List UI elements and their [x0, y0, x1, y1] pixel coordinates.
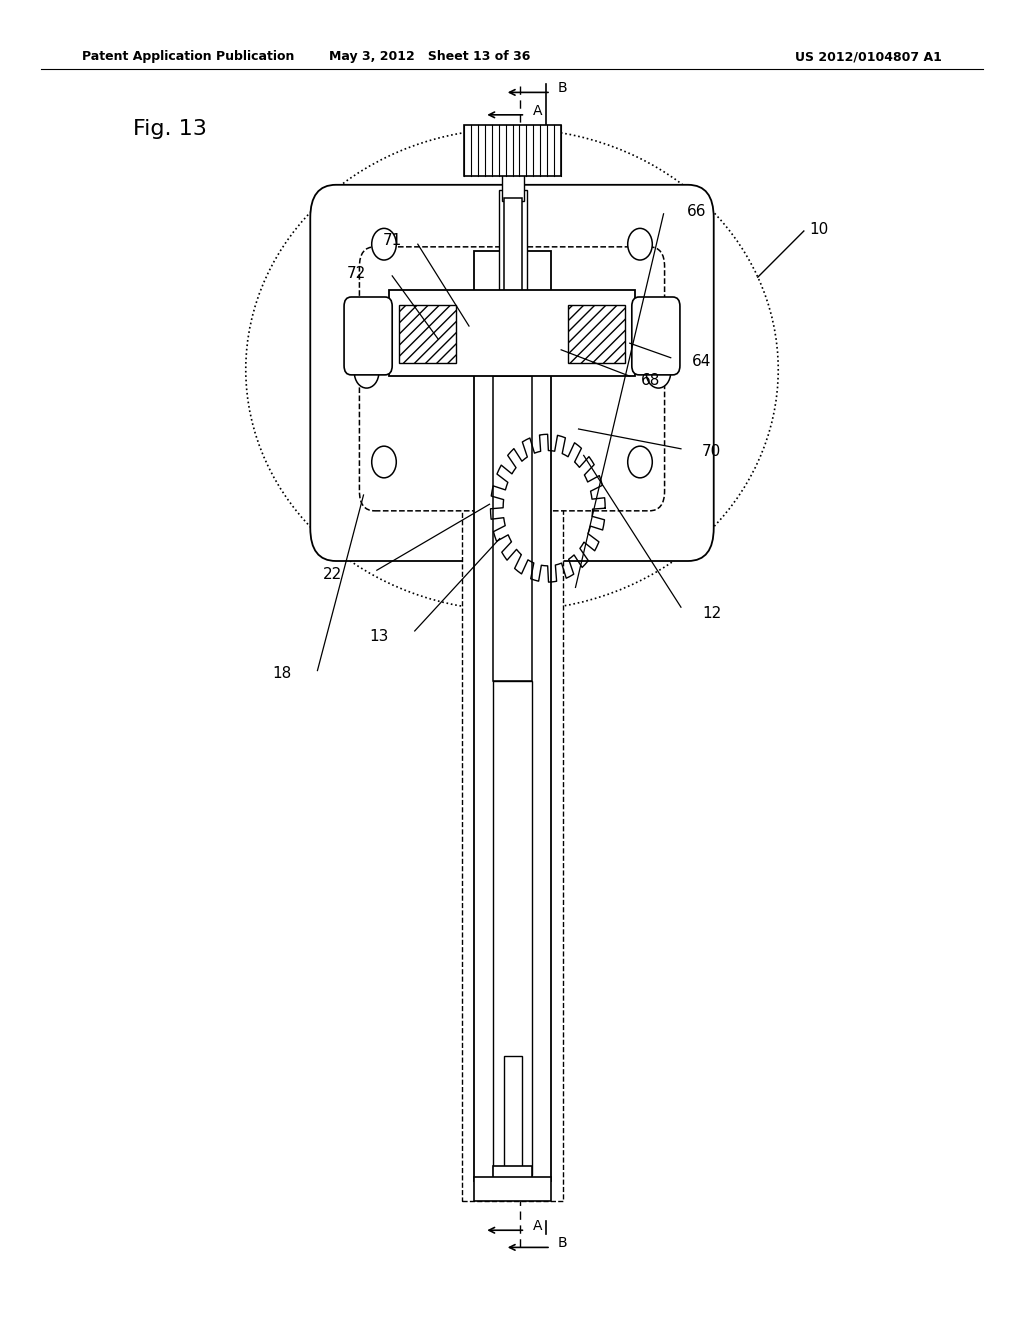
Circle shape — [628, 446, 652, 478]
Circle shape — [628, 228, 652, 260]
Text: May 3, 2012   Sheet 13 of 36: May 3, 2012 Sheet 13 of 36 — [330, 50, 530, 63]
Text: Patent Application Publication: Patent Application Publication — [82, 50, 294, 63]
Bar — [504, 1056, 522, 1181]
Text: 13: 13 — [370, 628, 388, 644]
Bar — [493, 1166, 532, 1195]
Text: 64: 64 — [692, 354, 711, 370]
Text: Fig. 13: Fig. 13 — [133, 119, 207, 139]
Bar — [568, 305, 625, 363]
Ellipse shape — [246, 129, 778, 610]
Text: 71: 71 — [383, 232, 401, 248]
Bar — [504, 198, 522, 304]
Text: 10: 10 — [809, 222, 828, 238]
Bar — [474, 251, 551, 1181]
Text: 68: 68 — [641, 372, 659, 388]
Circle shape — [354, 356, 379, 388]
Circle shape — [354, 317, 379, 348]
Text: 22: 22 — [324, 566, 342, 582]
Bar — [389, 290, 635, 376]
FancyBboxPatch shape — [310, 185, 714, 561]
Text: 70: 70 — [702, 444, 721, 459]
Text: US 2012/0104807 A1: US 2012/0104807 A1 — [796, 50, 942, 63]
Bar — [474, 1177, 551, 1201]
Text: 72: 72 — [347, 265, 366, 281]
FancyBboxPatch shape — [359, 247, 665, 511]
Bar — [462, 251, 563, 1201]
FancyBboxPatch shape — [344, 297, 392, 375]
Text: 66: 66 — [686, 203, 707, 219]
Bar — [493, 681, 532, 1175]
Bar — [464, 125, 561, 176]
Circle shape — [372, 228, 396, 260]
Bar — [399, 305, 456, 363]
Circle shape — [646, 356, 671, 388]
Text: 12: 12 — [702, 606, 721, 622]
Bar — [499, 190, 527, 306]
Text: A: A — [532, 1220, 542, 1233]
FancyBboxPatch shape — [632, 297, 680, 375]
Text: A: A — [532, 104, 542, 117]
Text: B: B — [558, 82, 567, 95]
Text: 18: 18 — [272, 665, 291, 681]
Circle shape — [646, 317, 671, 348]
Circle shape — [372, 446, 396, 478]
Bar — [493, 376, 532, 681]
Text: B: B — [558, 1237, 567, 1250]
Bar — [502, 172, 524, 201]
